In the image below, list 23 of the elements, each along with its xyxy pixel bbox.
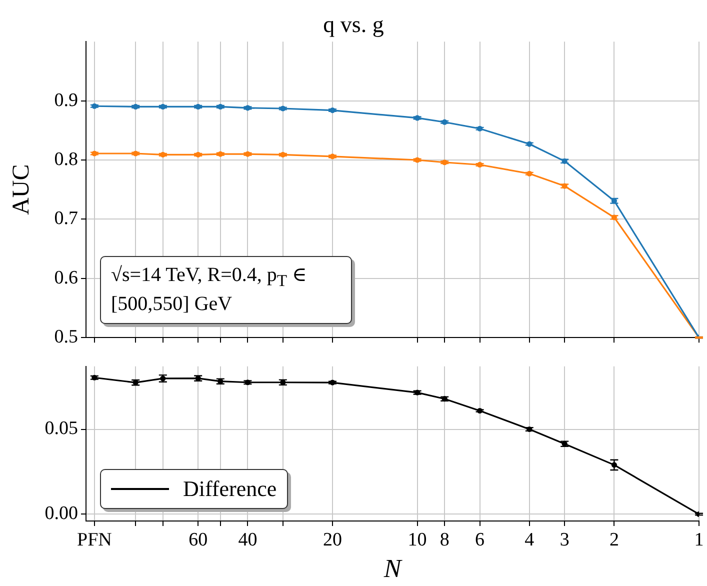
y-tick-label: 0.6	[54, 267, 78, 288]
x-tick-label: 60	[188, 529, 208, 550]
y-tick-label: 0.05	[44, 418, 78, 440]
x-tick-label: 2	[609, 529, 619, 550]
x-tick-label: 4	[524, 529, 535, 550]
x-tick-label: PFN	[77, 529, 112, 550]
y-tick-label: 0.9	[54, 90, 78, 111]
legend-label: Difference	[183, 476, 277, 502]
y-tick-label: 0.00	[44, 503, 78, 524]
chart-title: q vs. g	[323, 12, 384, 37]
x-tick-label: 1	[694, 529, 704, 550]
x-tick-label: 40	[238, 529, 258, 550]
y-axis-title: AUC	[8, 164, 35, 215]
y-tick-label: 0.8	[54, 148, 78, 170]
x-tick-label: 10	[408, 529, 427, 550]
note-box: √s=14 TeV, R=0.4, p$_{T}$ ∈ [500,550] GeV	[100, 256, 352, 324]
x-tick-label: 8	[440, 529, 450, 550]
y-tick-label: 0.7	[54, 208, 78, 230]
y-tick-label: 0.5	[54, 326, 78, 348]
x-axis-title: N	[382, 554, 403, 584]
x-tick-label: 6	[475, 529, 485, 550]
x-tick-label: 3	[560, 529, 570, 550]
x-tick-label: 20	[323, 529, 342, 550]
